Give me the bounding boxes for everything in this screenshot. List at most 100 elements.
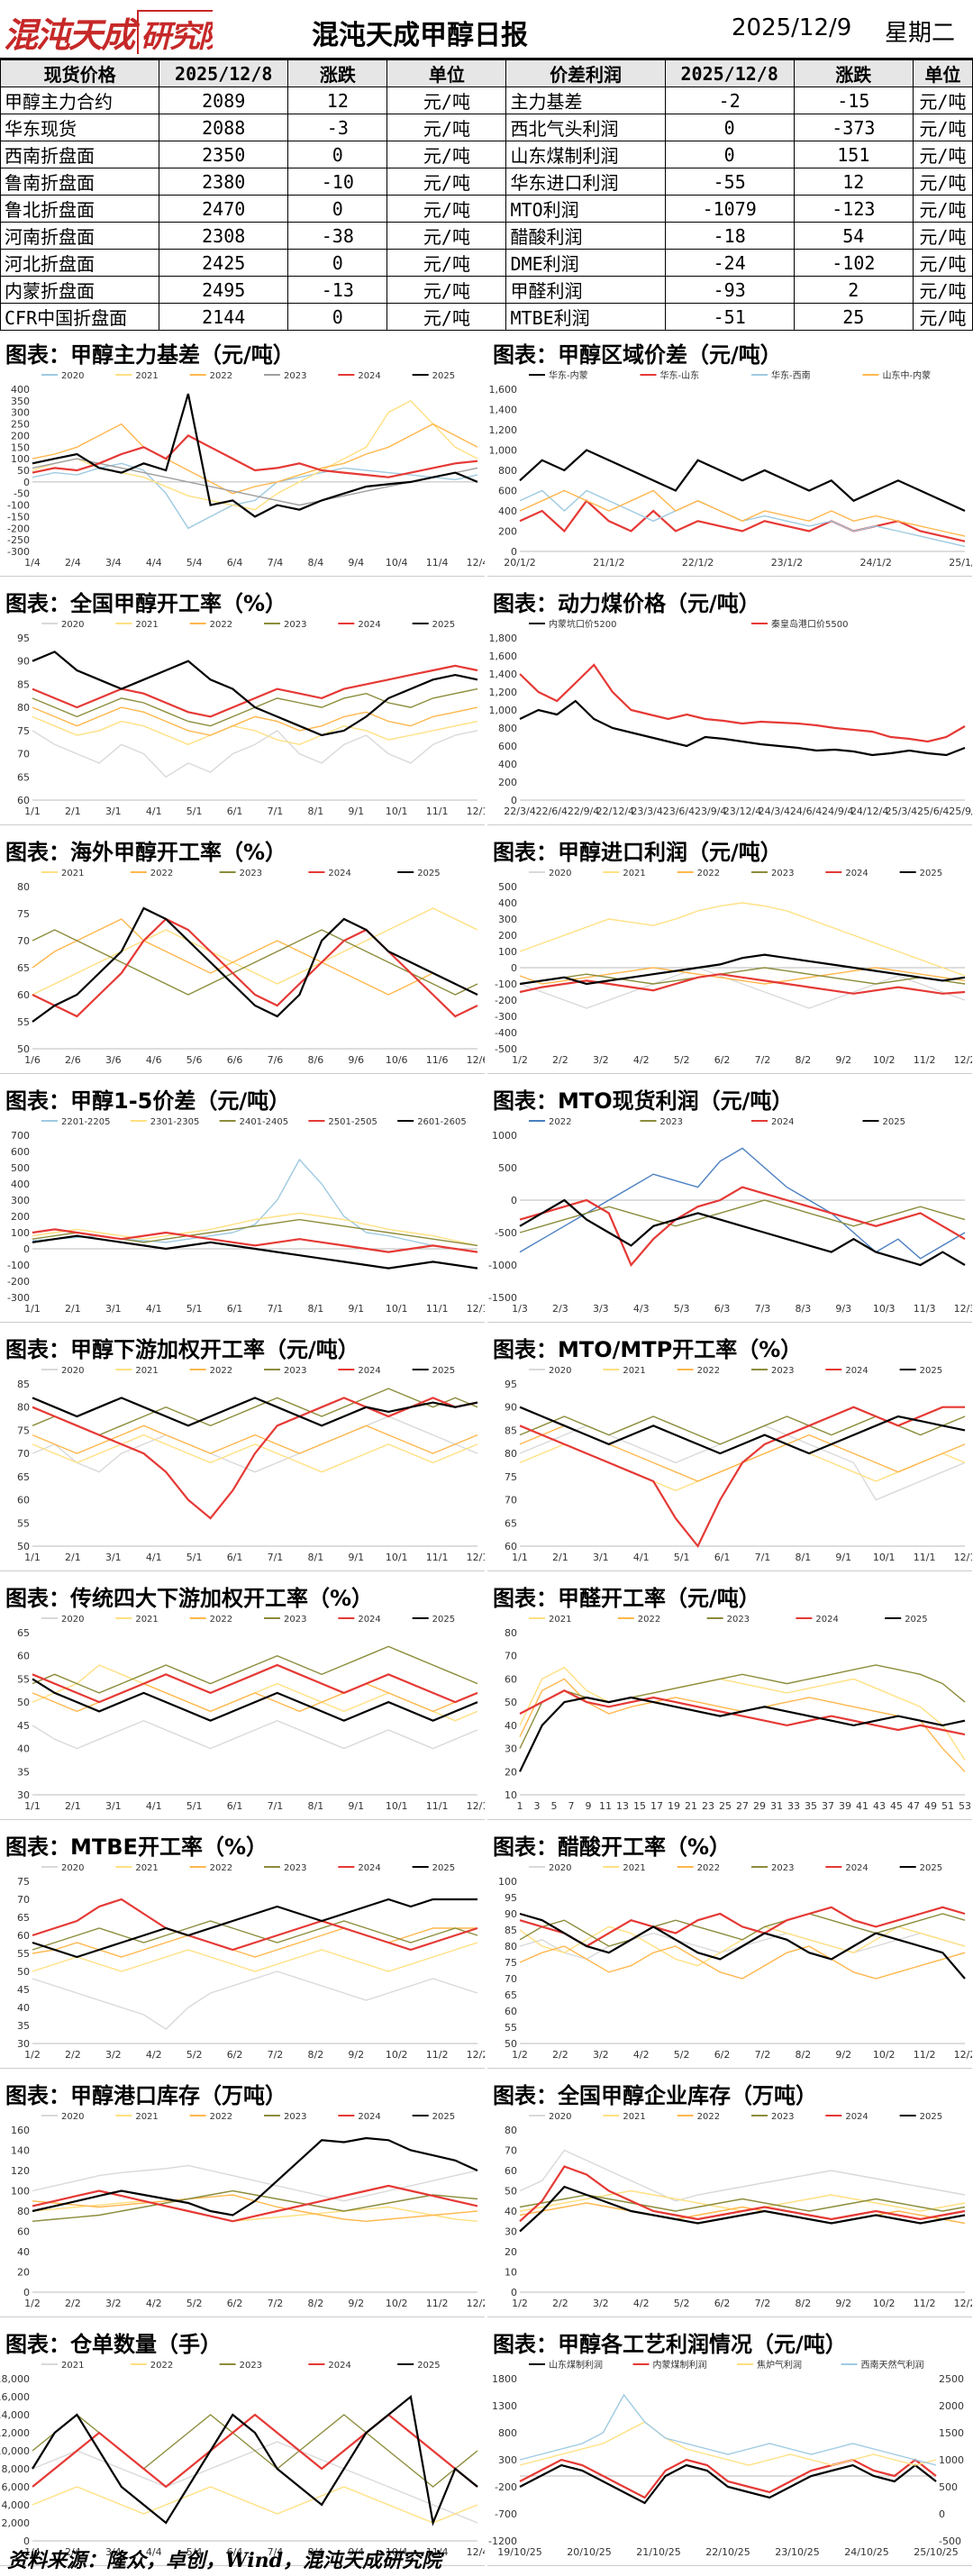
chart-svg: 华东-内蒙 华东-山东 华东-西南 山东中-内蒙 1,600 1,400 1,200 1,00…	[489, 369, 973, 569]
x-tick-label: 25	[719, 1800, 732, 1812]
legend-label: 2023	[240, 869, 262, 878]
legend-label: 2022	[697, 2112, 720, 2122]
y-tick-label: 0	[511, 2287, 517, 2298]
legend-label: 山东煤制利润	[549, 2359, 603, 2371]
x-tick-label: 5/4	[186, 2546, 203, 2558]
y-tick-label: 1,600	[489, 651, 518, 662]
y-tick-label: -200	[7, 1276, 30, 1288]
x-tick-label: 25/6/4	[917, 806, 949, 817]
series-line	[519, 902, 966, 977]
table-cell: -102	[793, 249, 914, 277]
table-cell: 0	[664, 114, 795, 141]
chart-svg: 山东煤制利润 内蒙煤制利润 焦炉气利润 西南天然气利润 1800 1300 800 300 -2…	[488, 2359, 964, 2558]
y-right-tick-label: 1000	[939, 2454, 964, 2466]
x-tick-label: 5/6	[186, 1054, 203, 1066]
y-tick-label: 160	[11, 2125, 30, 2136]
table-cell: -24	[664, 249, 795, 277]
y-tick-label: 85	[505, 1925, 517, 1936]
chart-panel-c6: 图表：甲醇进口利润（元/吨） 2020 2021 2022 2023 2024 2025 50…	[487, 831, 972, 1074]
x-tick-label: 22/12/4	[596, 806, 634, 817]
legend-label: 2020	[61, 1615, 84, 1625]
table-cell: 2144	[159, 303, 289, 331]
table-cell: 醋酸利润	[505, 222, 666, 250]
y-tick-label: 80	[505, 1448, 517, 1460]
x-tick-label: 4/2	[633, 2049, 650, 2061]
chart-svg: 2020 2021 2022 2023 2024 2025 75 70 65 60 55 50 45 40…	[17, 1863, 485, 2061]
y-tick-label: 65	[505, 1517, 517, 1529]
x-tick-label: 11/1	[426, 1552, 449, 1563]
table-cell: -18	[664, 222, 795, 250]
series-line	[32, 1397, 478, 1520]
series-line	[32, 2189, 478, 2222]
x-tick-label: 3/2	[593, 2049, 609, 2061]
y-tick-label: 100	[498, 946, 517, 958]
x-tick-label: 8/1	[796, 1552, 812, 1563]
x-tick-label: 10/1	[386, 1552, 408, 1563]
table-cell: 2470	[159, 195, 289, 223]
table-cell: 华东进口利润	[505, 168, 666, 196]
x-tick-label: 3/3	[593, 1303, 609, 1315]
y-right-tick-label: 1500	[939, 2427, 964, 2439]
series-line	[519, 973, 966, 995]
table-cell: MTBE利润	[505, 303, 666, 331]
y-tick-label: 12,000	[0, 2427, 30, 2439]
y-tick-label: 200	[498, 930, 517, 942]
y-tick-label: 20	[505, 2246, 517, 2258]
y-tick-label: -200	[495, 2481, 517, 2493]
legend-label: 焦炉气利润	[757, 2359, 802, 2371]
legend-label: 2023	[771, 2112, 794, 2122]
chart-svg: 2201-2205 2301-2305 2401-2405 2501-2505 2601…	[7, 1117, 485, 1315]
series-line	[519, 2463, 937, 2505]
legend-label: 2022	[697, 1863, 720, 1873]
y-tick-label: 55	[17, 1673, 30, 1685]
table-cell: 鲁北折盘面	[0, 195, 160, 223]
legend-label: 2025	[432, 1366, 455, 1376]
y-tick-label: 50	[17, 1541, 30, 1552]
x-tick-label: 22/10/25	[705, 2546, 750, 2558]
y-tick-label: 600	[498, 741, 517, 752]
legend-label: 2401-2405	[240, 1117, 289, 1127]
x-tick-label: 1/1	[24, 806, 41, 817]
y-tick-label: 50	[17, 465, 30, 477]
x-tick-label: 1/2	[512, 2298, 528, 2309]
x-tick-label: 11/2	[914, 2298, 936, 2309]
chart-panel-c8: 图表：MTO现货利润（元/吨） 2022 2023 2024 2025 1000 500 0 -…	[487, 1079, 972, 1323]
x-tick-label: 10/6	[386, 1054, 408, 1066]
chart-title: 图表：甲醇区域价差（元/吨）	[493, 342, 782, 368]
legend-label: 2022	[210, 2112, 232, 2122]
y-tick-label: 10	[505, 2267, 517, 2279]
chart-svg: 内蒙坑口价5200 秦皇岛港口价5500 1,800 1,600 1,400 1,200 1…	[489, 618, 973, 817]
x-tick-label: 6/2	[714, 2298, 731, 2309]
y-tick-label: -200	[495, 995, 517, 1006]
y-tick-label: 40	[17, 2002, 30, 2014]
legend-label: 2025	[920, 869, 942, 878]
x-tick-label: 10/4	[386, 2546, 408, 2558]
x-tick-label: 5/2	[674, 1054, 690, 1066]
y-tick-label: 700	[11, 1130, 30, 1142]
y-tick-label: 0	[511, 962, 517, 974]
x-tick-label: 3/1	[105, 1303, 122, 1315]
y-tick-label: 60	[17, 795, 30, 806]
x-tick-label: 5/3	[674, 1303, 690, 1315]
y-tick-label: 1,800	[489, 633, 518, 644]
x-tick-label: 17	[650, 1800, 663, 1812]
series-line	[32, 1397, 478, 1427]
table-cell: 元/吨	[386, 222, 507, 250]
footer-source: 资料来源：隆众，卓创，Wind，混沌天成研究院	[7, 2549, 442, 2572]
y-tick-label: 600	[11, 1146, 30, 1158]
y-tick-label: 1,200	[489, 687, 518, 698]
y-tick-label: 60	[505, 2006, 517, 2017]
series-line	[32, 1942, 478, 1972]
legend-label: 2601-2605	[417, 1117, 467, 1127]
x-tick-label: 1/4	[24, 2546, 41, 2558]
legend-label: 2301-2305	[150, 1117, 200, 1127]
chart-panel-c4: 图表：动力煤价格（元/吨） 内蒙坑口价5200 秦皇岛港口价5500 1,800 1,6…	[487, 582, 972, 825]
y-tick-label: 95	[505, 1379, 517, 1390]
x-tick-label: 5/2	[186, 2298, 203, 2309]
y-tick-label: 18,000	[0, 2373, 30, 2385]
x-tick-label: 5/2	[674, 2298, 690, 2309]
x-tick-label: 11/1	[426, 806, 449, 817]
y-tick-label: 300	[11, 407, 30, 419]
chart-panel-c18: 图表：甲醇各工艺利润情况（元/吨） 山东煤制利润 内蒙煤制利润 焦炉气利润 西南天然气利…	[487, 2323, 972, 2566]
